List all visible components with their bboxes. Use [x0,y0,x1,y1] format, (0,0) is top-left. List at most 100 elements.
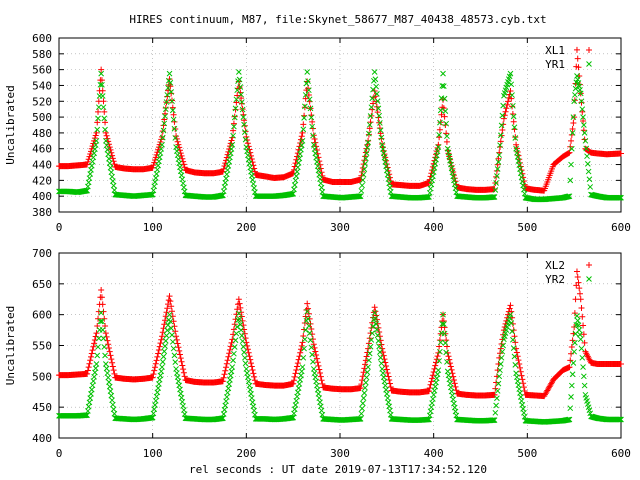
y-tick-label: 450 [32,401,52,414]
data-point [310,141,317,148]
data-point [494,388,501,394]
data-point [163,309,170,316]
data-point [299,364,306,370]
y-tick-label: 420 [32,174,52,187]
data-point [581,339,588,346]
data-point [580,322,587,329]
data-point [567,177,574,184]
data-point [385,176,392,182]
data-point [297,349,304,356]
data-point [499,127,506,134]
data-point [442,108,449,115]
data-point [156,343,163,350]
data-point [82,412,89,419]
data-point [94,119,101,126]
data-point [451,380,458,387]
data-point [93,361,100,367]
data-point [310,132,316,139]
data-point [87,357,94,364]
top-panel: 0 100 200 300 400 500 600 380 400 420 440 460 480 500… [4,32,631,234]
data-point [167,318,174,325]
data-point [580,114,586,120]
data-point [357,416,364,422]
data-point [152,154,159,161]
data-point [490,194,496,200]
data-point [490,417,497,424]
data-point [571,114,578,121]
data-point [84,367,91,374]
data-point [305,78,311,84]
data-point [169,338,176,345]
data-point [571,98,578,105]
data-point [314,159,320,165]
data-point [95,344,101,350]
data-point [499,112,506,119]
data-point [102,126,108,133]
data-point [292,370,299,377]
data-point [225,385,232,392]
x-axis-label: rel seconds : UT date 2019-07-13T17:34:5… [189,463,487,476]
legend-marker [586,61,592,67]
data-point [512,134,519,141]
data-point [440,311,446,318]
data-point [99,87,106,94]
bottom-panel: 0 100 200 300 400 500 600 400 450 500 550 600 650 700… [4,247,631,460]
data-point [313,143,320,150]
data-point [166,311,173,318]
data-point [494,166,501,172]
data-point [368,104,375,111]
data-point [148,191,154,198]
data-point [498,354,505,361]
data-point [232,337,239,344]
data-point [160,353,167,360]
data-point [221,371,228,378]
data-point [178,152,185,159]
data-point [513,141,520,148]
data-point [443,349,450,356]
data-point [226,143,233,150]
data-point [568,350,575,357]
data-point [101,115,108,122]
data-point [505,98,512,105]
data-point [568,394,574,400]
data-point [102,137,109,144]
data-point [511,353,518,360]
data-point [153,357,160,364]
data-point [107,352,114,359]
data-point [359,182,365,189]
data-point [150,162,157,169]
data-point [372,76,379,83]
data-point [360,177,366,183]
data-point [493,180,499,186]
data-point [578,345,585,352]
data-point [371,304,378,311]
data-point [162,338,169,344]
data-point [440,83,447,89]
data-point [224,357,231,364]
data-point [491,194,498,200]
data-point [107,388,114,394]
data-point [167,79,174,86]
data-point [238,309,245,316]
data-point [229,134,236,141]
data-point [569,371,576,378]
data-point [241,354,248,361]
data-point [576,327,583,333]
series-xl1 [56,46,624,194]
data-point [379,345,386,352]
data-point [229,364,236,370]
data-point [304,69,311,75]
data-point [161,321,168,328]
data-point [510,102,516,109]
y-tick-label: 500 [32,111,52,124]
data-point [237,89,244,96]
data-point [98,294,105,301]
data-point [100,104,107,111]
data-point [573,46,580,53]
data-point [377,120,383,126]
data-point [90,378,97,384]
data-point [158,336,165,343]
data-point [439,321,446,327]
data-point [162,317,169,324]
data-point [498,122,505,129]
